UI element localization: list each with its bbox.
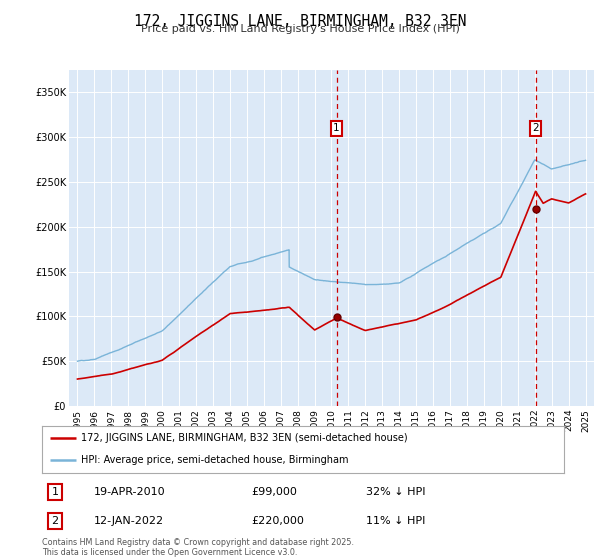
Text: Contains HM Land Registry data © Crown copyright and database right 2025.
This d: Contains HM Land Registry data © Crown c… xyxy=(42,538,354,557)
Text: £220,000: £220,000 xyxy=(251,516,304,526)
Text: 11% ↓ HPI: 11% ↓ HPI xyxy=(365,516,425,526)
Bar xyxy=(337,70,536,406)
Text: 172, JIGGINS LANE, BIRMINGHAM, B32 3EN (semi-detached house): 172, JIGGINS LANE, BIRMINGHAM, B32 3EN (… xyxy=(81,433,408,444)
Text: 32% ↓ HPI: 32% ↓ HPI xyxy=(365,487,425,497)
Text: 1: 1 xyxy=(333,123,340,133)
Text: Price paid vs. HM Land Registry's House Price Index (HPI): Price paid vs. HM Land Registry's House … xyxy=(140,24,460,34)
Text: 172, JIGGINS LANE, BIRMINGHAM, B32 3EN: 172, JIGGINS LANE, BIRMINGHAM, B32 3EN xyxy=(134,14,466,29)
Text: HPI: Average price, semi-detached house, Birmingham: HPI: Average price, semi-detached house,… xyxy=(81,455,349,465)
Text: 2: 2 xyxy=(52,516,59,526)
Text: 19-APR-2010: 19-APR-2010 xyxy=(94,487,166,497)
Text: 1: 1 xyxy=(52,487,59,497)
Text: 12-JAN-2022: 12-JAN-2022 xyxy=(94,516,164,526)
Text: 2: 2 xyxy=(532,123,539,133)
Text: £99,000: £99,000 xyxy=(251,487,296,497)
